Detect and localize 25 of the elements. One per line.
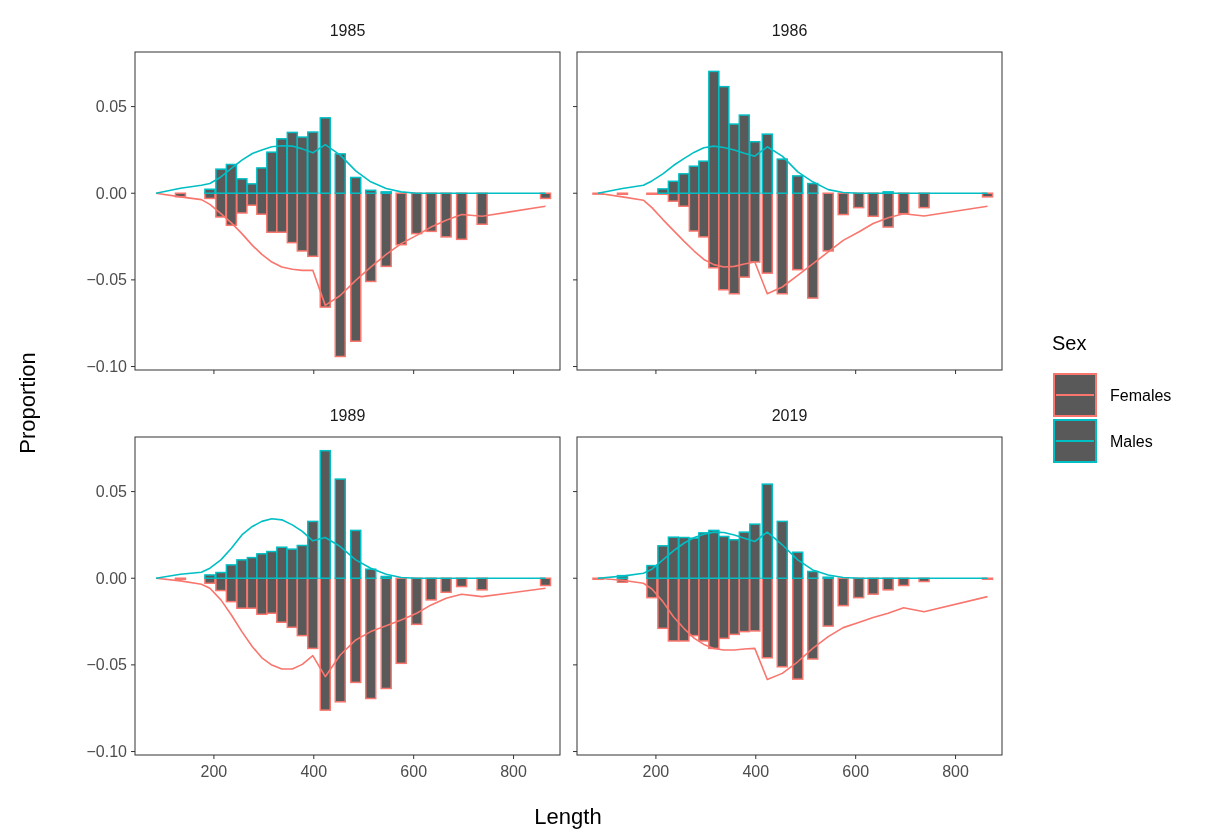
x-tick-label: 200 — [200, 763, 228, 780]
y-tick-label: 0.05 — [95, 98, 128, 116]
y-tick-label: −0.05 — [86, 271, 128, 289]
legend-label: Females — [1110, 386, 1172, 404]
y-axis-title: Proportion — [15, 352, 40, 454]
x-tick-label: 400 — [300, 763, 328, 780]
x-tick-label: 600 — [400, 763, 428, 780]
legend-title: Sex — [1052, 332, 1087, 354]
y-tick-label: −0.10 — [86, 743, 128, 761]
x-tick-label: 800 — [942, 763, 969, 780]
y-tick-label: −0.10 — [86, 358, 128, 376]
x-tick-label: 400 — [742, 763, 770, 780]
legend-label: Males — [1110, 432, 1153, 450]
x-tick-label: 800 — [500, 763, 527, 780]
y-tick-label: 0.00 — [95, 184, 128, 202]
y-tick-label: −0.05 — [86, 656, 128, 674]
chart-title: 1985 — [329, 22, 366, 39]
chart-title: 2019 — [771, 407, 808, 424]
chart-title: 1986 — [771, 22, 808, 39]
x-axis-title: Length — [534, 804, 602, 829]
chart-title: 1989 — [329, 407, 366, 424]
x-tick-label: 600 — [842, 763, 870, 780]
y-tick-label: 0.05 — [95, 483, 128, 501]
x-tick-label: 200 — [642, 763, 670, 780]
y-tick-label: 0.00 — [95, 569, 128, 587]
